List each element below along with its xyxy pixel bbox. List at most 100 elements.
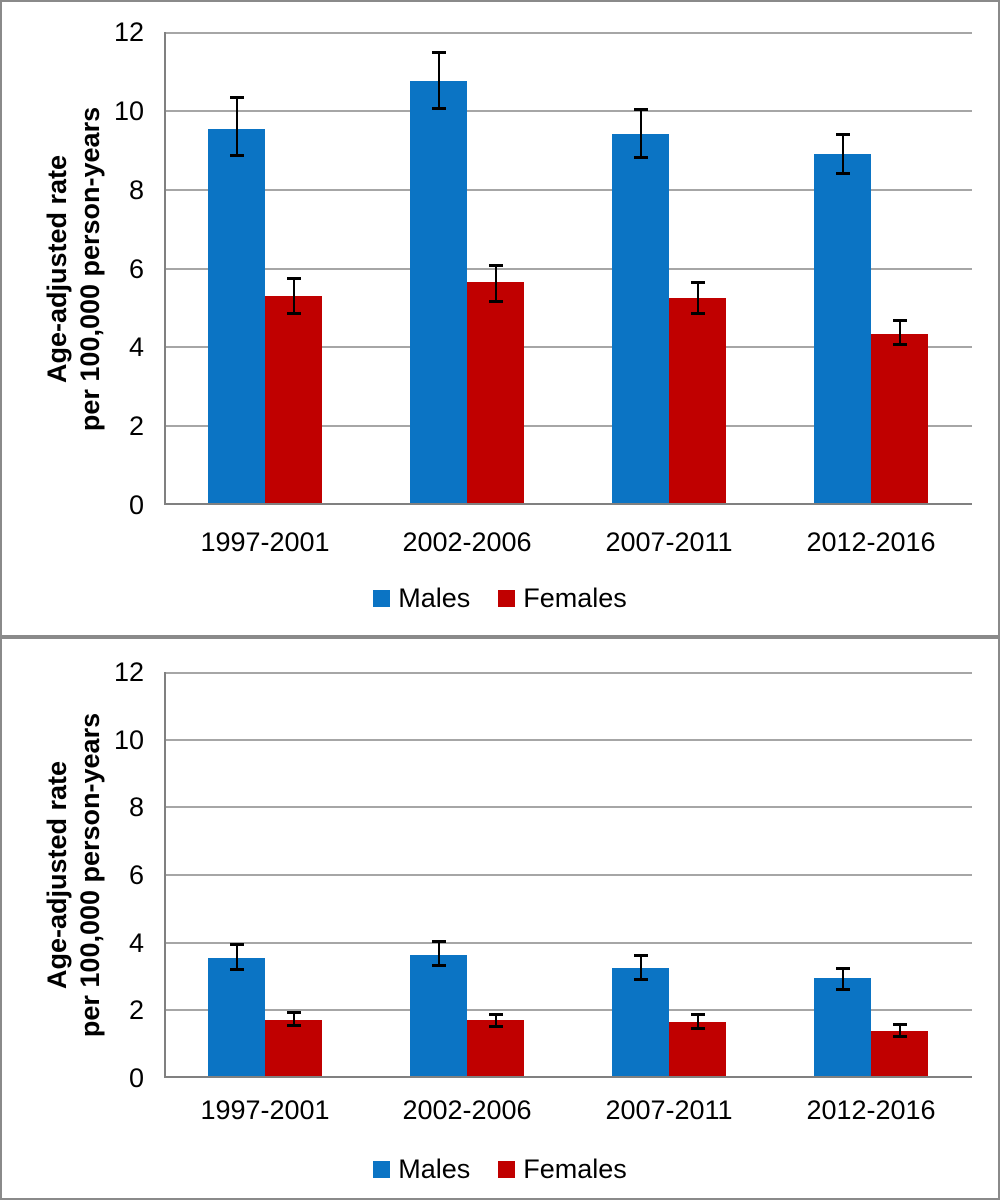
error-bar-cap-bottom — [230, 968, 244, 971]
error-bar-cap-top — [287, 1011, 301, 1014]
error-bar-cap-top — [230, 96, 244, 99]
bar-females-2012-2016 — [871, 1031, 928, 1076]
y-tick-label: 10 — [113, 725, 144, 755]
error-bar-cap-top — [634, 108, 648, 111]
legend-swatch-females — [498, 1161, 516, 1178]
legend-swatch-males — [373, 1161, 391, 1178]
error-bar-cap-bottom — [432, 107, 446, 110]
legend-label-males: Males — [398, 583, 471, 613]
chart-panel-bottom: Age-adjusted rate per 100,000 person-yea… — [0, 637, 1000, 1200]
error-bar-cap-top — [230, 943, 244, 946]
legend-item-males: Males — [373, 1154, 470, 1185]
error-bar-females-2007-2011 — [697, 1014, 699, 1029]
error-bar-males-2012-2016 — [842, 968, 844, 990]
gridline-y10 — [164, 739, 972, 741]
y-tick-label: 8 — [128, 792, 144, 822]
x-category-label: 1997-2001 — [200, 1095, 330, 1125]
error-bar-cap-bottom — [691, 1027, 705, 1030]
legend-item-females: Females — [498, 1154, 627, 1185]
bar-males-2002-2006 — [410, 81, 467, 503]
x-axis-line — [164, 1076, 972, 1078]
y-tick-label: 6 — [128, 254, 144, 284]
error-bar-cap-bottom — [836, 988, 850, 991]
bar-females-1997-2001 — [265, 296, 322, 503]
gridline-y12 — [164, 672, 972, 674]
bar-females-1997-2001 — [265, 1020, 322, 1076]
error-bar-females-2002-2006 — [495, 1014, 497, 1027]
error-bar-males-2012-2016 — [842, 134, 844, 174]
x-category-label: 2012-2016 — [806, 527, 936, 557]
gridline-y8 — [164, 806, 972, 808]
error-bar-males-2007-2011 — [640, 109, 642, 158]
error-bar-females-1997-2001 — [293, 278, 295, 314]
error-bar-cap-top — [432, 940, 446, 943]
gridline-y12 — [164, 32, 972, 34]
bar-females-2007-2011 — [669, 1022, 726, 1076]
error-bar-cap-top — [634, 954, 648, 957]
y-tick-label: 0 — [128, 1063, 144, 1093]
error-bar-cap-bottom — [691, 312, 705, 315]
error-bar-females-2002-2006 — [495, 265, 497, 302]
error-bar-cap-bottom — [287, 312, 301, 315]
chart-panel-top: Age-adjusted rate per 100,000 person-yea… — [0, 0, 1000, 637]
gridline-y6 — [164, 268, 972, 270]
gridline-y10 — [164, 110, 972, 112]
x-category-label: 2007-2011 — [605, 527, 733, 557]
legend-label-females: Females — [523, 1154, 627, 1184]
error-bar-cap-bottom — [634, 156, 648, 159]
legend-swatch-females — [498, 590, 516, 607]
error-bar-males-2007-2011 — [640, 955, 642, 980]
error-bar-males-1997-2001 — [236, 944, 238, 970]
error-bar-females-1997-2001 — [293, 1012, 295, 1026]
y-tick-label: 0 — [128, 490, 144, 520]
legend-swatch-males — [373, 590, 391, 607]
plot-area — [164, 672, 972, 1078]
error-bar-cap-top — [489, 1013, 503, 1016]
bar-males-2012-2016 — [814, 978, 871, 1076]
error-bar-cap-bottom — [893, 1035, 907, 1038]
error-bar-females-2007-2011 — [697, 282, 699, 314]
error-bar-cap-bottom — [230, 154, 244, 157]
bar-males-2002-2006 — [410, 955, 467, 1076]
gridline-y4 — [164, 942, 972, 944]
error-bar-cap-top — [489, 264, 503, 267]
error-bar-cap-bottom — [287, 1024, 301, 1027]
error-bar-females-2012-2016 — [899, 1024, 901, 1037]
x-category-label: 2012-2016 — [806, 1095, 936, 1125]
error-bar-cap-top — [432, 51, 446, 54]
legend-item-females: Females — [498, 583, 627, 614]
error-bar-males-1997-2001 — [236, 97, 238, 156]
bar-males-1997-2001 — [208, 129, 265, 503]
x-category-label: 2002-2006 — [402, 1095, 532, 1125]
y-axis-line — [164, 672, 166, 1078]
gridline-y2 — [164, 1009, 972, 1011]
x-axis-line — [164, 503, 972, 505]
gridline-y6 — [164, 874, 972, 876]
error-bar-cap-bottom — [432, 964, 446, 967]
bar-females-2012-2016 — [871, 334, 928, 503]
bar-males-2007-2011 — [612, 134, 669, 503]
y-tick-label: 12 — [113, 657, 144, 687]
gridline-y4 — [164, 346, 972, 348]
legend-item-males: Males — [373, 583, 470, 614]
x-category-label: 1997-2001 — [200, 527, 330, 557]
legend-label-males: Males — [398, 1154, 471, 1184]
error-bar-cap-bottom — [634, 978, 648, 981]
x-category-label: 2007-2011 — [605, 1095, 733, 1125]
bar-males-2012-2016 — [814, 154, 871, 503]
bar-females-2002-2006 — [467, 1020, 524, 1076]
y-tick-label: 4 — [128, 928, 144, 958]
error-bar-males-2002-2006 — [438, 941, 440, 966]
error-bar-females-2012-2016 — [899, 320, 901, 345]
legend: Males Females — [2, 1154, 998, 1185]
y-tick-label: 10 — [113, 96, 144, 126]
plot-area — [164, 32, 972, 505]
y-tick-label: 2 — [128, 411, 144, 441]
y-tick-label: 12 — [113, 17, 144, 47]
error-bar-cap-top — [691, 1013, 705, 1016]
y-tick-label: 6 — [128, 860, 144, 890]
x-category-label: 2002-2006 — [402, 527, 532, 557]
legend: Males Females — [2, 583, 998, 614]
y-axis-line — [164, 32, 166, 505]
gridline-y2 — [164, 425, 972, 427]
